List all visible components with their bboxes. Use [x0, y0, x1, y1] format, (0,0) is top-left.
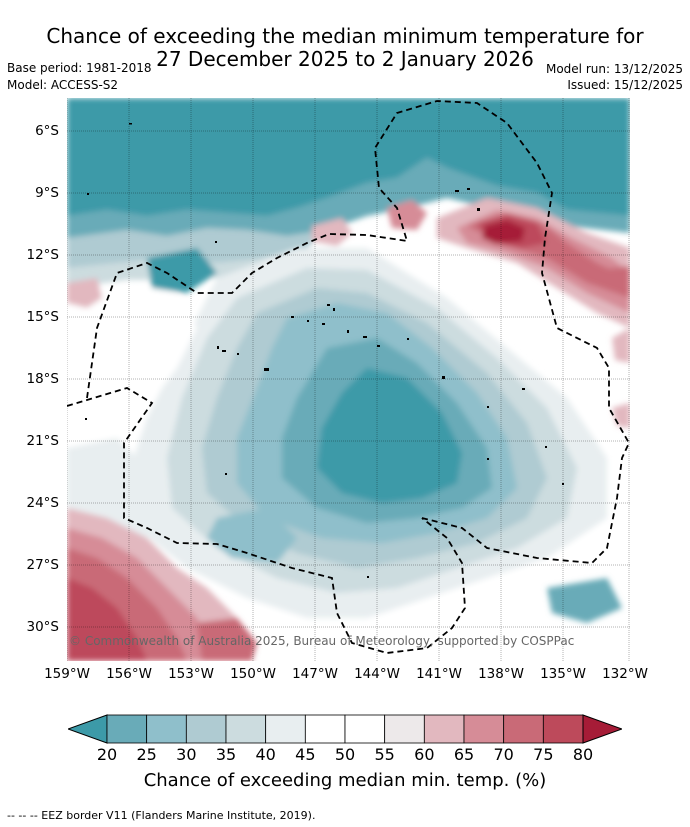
map-canvas: [67, 98, 630, 661]
issued-date: Issued: 15/12/2025: [567, 78, 683, 92]
colorbar-bin: [344, 714, 386, 744]
colorbar-tick-label: 20: [96, 745, 118, 764]
base-period: Base period: 1981-2018: [7, 61, 152, 75]
eez-borders: [67, 100, 630, 654]
lon-tick-147w: 147°W: [292, 666, 338, 682]
colorbar-tick-label: 75: [533, 745, 554, 764]
colorbar-tick-label: 50: [334, 745, 356, 764]
map-title-line2: 27 December 2025 to 2 January 2026: [156, 47, 534, 71]
copyright-notice: © Commonwealth of Australia 2025, Bureau…: [69, 634, 575, 648]
lat-tick-15s: 15°S: [26, 309, 60, 325]
lat-tick-30s: 30°S: [26, 619, 60, 635]
lat-tick-24s: 24°S: [26, 495, 60, 511]
colorbar-tick-label: 80: [572, 745, 594, 764]
colorbar-bin: [542, 714, 584, 744]
colorbar-bins: [106, 714, 584, 744]
lon-tick-138w: 138°W: [478, 666, 524, 682]
colorbar-tick-label: 30: [176, 745, 197, 764]
model-name: Model: ACCESS-S2: [7, 78, 119, 92]
lat-tick-21s: 21°S: [26, 433, 60, 449]
probability-field: [67, 98, 630, 661]
probability-map: [67, 98, 630, 661]
colorbar-bin: [503, 714, 544, 744]
colorbar: [68, 714, 622, 744]
lon-tick-150w: 150°W: [230, 666, 276, 682]
colorbar-bin: [146, 714, 187, 744]
colorbar-tick-label: 55: [374, 745, 395, 764]
colorbar-bin: [265, 714, 306, 744]
colorbar-tick-label: 35: [215, 745, 237, 764]
colorbar-bin: [384, 714, 425, 744]
colorbar-tick-label: 45: [295, 745, 316, 764]
colorbar-tick-label: 65: [453, 745, 475, 764]
lon-tick-141w: 141°W: [416, 666, 462, 682]
colorbar-title: Chance of exceeding median min. temp. (%…: [143, 770, 547, 791]
lon-tick-132w: 132°W: [602, 666, 648, 682]
islands: [85, 123, 564, 578]
lat-tick-9s: 9°S: [35, 185, 59, 201]
colorbar-high-arrow: [582, 714, 622, 744]
lon-tick-135w: 135°W: [540, 666, 586, 682]
lon-tick-156w: 156°W: [106, 666, 152, 682]
colorbar-bin: [463, 714, 505, 744]
colorbar-bin: [225, 714, 267, 744]
colorbar-bin: [106, 714, 148, 744]
colorbar-bin: [304, 714, 346, 744]
colorbar-low-arrow: [68, 714, 108, 744]
lon-tick-144w: 144°W: [354, 666, 400, 682]
lon-tick-159w: 159°W: [44, 666, 90, 682]
lat-tick-27s: 27°S: [26, 557, 60, 573]
map-title-line1: Chance of exceeding the median minimum t…: [46, 24, 644, 48]
colorbar-tick-label: 25: [136, 745, 157, 764]
lat-tick-6s: 6°S: [35, 123, 59, 139]
lat-tick-12s: 12°S: [26, 247, 60, 263]
lon-tick-153w: 153°W: [168, 666, 214, 682]
colorbar-tick-label: 60: [414, 745, 435, 764]
colorbar-tick-label: 70: [493, 745, 514, 764]
lat-tick-18s: 18°S: [26, 371, 60, 387]
colorbar-bin: [423, 714, 465, 744]
colorbar-bin: [185, 714, 227, 744]
model-run: Model run: 13/12/2025: [545, 62, 683, 76]
eez-legend-footnote: -- -- -- EEZ border V11 (Flanders Marine…: [7, 809, 316, 822]
colorbar-tick-label: 40: [255, 745, 276, 764]
